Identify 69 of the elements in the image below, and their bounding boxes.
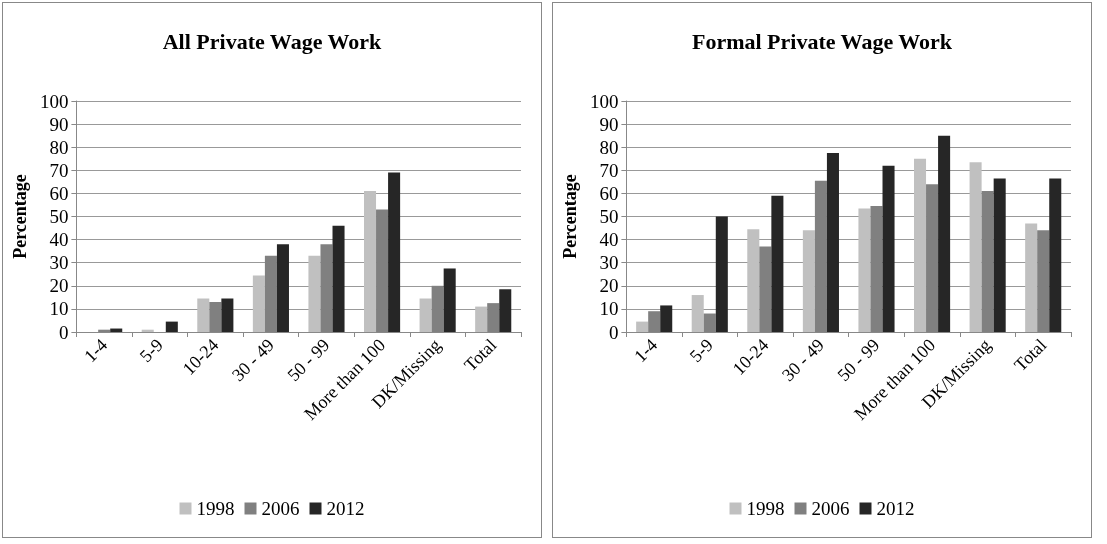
bar [364, 191, 377, 332]
bar [938, 135, 951, 332]
bar [858, 208, 871, 332]
y-tick-label: 80 [49, 136, 69, 158]
y-tick-label: 20 [599, 275, 619, 297]
bar [882, 165, 895, 332]
bar [308, 255, 321, 332]
x-tick-label: 5-9 [685, 334, 717, 367]
x-tick-label: 1-4 [80, 334, 112, 367]
y-tick-label: 10 [599, 298, 619, 320]
legend-label: 2012 [876, 498, 915, 519]
y-tick-label: 70 [599, 159, 619, 181]
bar [475, 306, 488, 332]
y-tick-label: 80 [599, 136, 619, 158]
y-tick-label: 50 [599, 206, 619, 227]
chart-title: All Private Wage Work [162, 28, 383, 54]
y-tick-label: 90 [599, 113, 619, 135]
y-tick-label: 70 [49, 159, 69, 181]
y-tick-label: 90 [49, 113, 69, 135]
bar [197, 298, 210, 332]
x-tick-label: 30 - 49 [227, 334, 278, 386]
x-tick-label: 30 - 49 [777, 334, 828, 386]
legend-label: 2006 [811, 498, 850, 519]
bar [715, 216, 728, 332]
bar [388, 172, 401, 332]
bar [771, 195, 784, 332]
x-tick-label: 50 - 99 [283, 334, 334, 386]
bar [499, 289, 512, 332]
y-axis-title: Percentage [560, 174, 580, 259]
bar [252, 275, 265, 332]
y-tick-label: 100 [39, 90, 69, 112]
x-tick-label: 5-9 [135, 334, 167, 367]
x-tick-label: 1-4 [630, 334, 662, 367]
bar [221, 298, 234, 332]
bar [969, 162, 982, 332]
y-tick-label: 50 [49, 206, 69, 227]
bar [691, 295, 704, 332]
bar [660, 305, 673, 332]
chart-title: Formal Private Wage Work [691, 28, 953, 54]
y-tick-label: 30 [49, 252, 69, 274]
y-axis-title: Percentage [10, 174, 30, 259]
y-tick-label: 100 [589, 90, 619, 112]
bar [165, 321, 178, 332]
y-tick-label: 20 [49, 275, 69, 297]
legend-label: 1998 [746, 498, 785, 519]
bar [636, 321, 649, 332]
bar [332, 225, 345, 332]
y-tick-label: 40 [599, 229, 619, 251]
y-tick-label: 0 [608, 321, 619, 343]
bar [747, 229, 760, 332]
legend-label: 1998 [196, 498, 235, 519]
y-tick-label: 0 [58, 321, 69, 343]
y-tick-label: 10 [49, 298, 69, 320]
bar [1049, 178, 1062, 332]
x-tick-label: 50 - 99 [833, 334, 884, 386]
y-tick-label: 60 [49, 182, 69, 204]
bar [419, 298, 432, 332]
bar [276, 244, 289, 332]
bar [826, 152, 839, 332]
y-tick-label: 60 [599, 182, 619, 204]
bar [1025, 223, 1038, 332]
legend-label: 2006 [261, 498, 300, 519]
y-tick-label: 40 [49, 229, 69, 251]
bar [993, 178, 1006, 332]
y-tick-label: 30 [599, 252, 619, 274]
bar [914, 158, 927, 332]
legend-label: 2012 [326, 498, 365, 519]
bar [443, 268, 456, 332]
bar [802, 230, 815, 332]
